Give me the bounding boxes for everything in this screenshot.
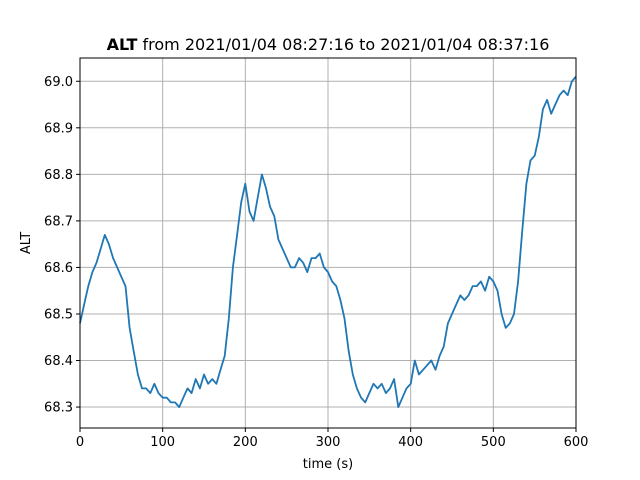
x-axis-label: time (s): [303, 457, 353, 472]
axis-ticks: 0 100 200 300 400 500 600 68.3 68.4 68.5 68.6 68.7 6…: [44, 75, 588, 450]
chart-title-bold: ALT: [107, 35, 138, 54]
y-tick-label: 68.3: [44, 401, 73, 416]
x-tick-label: 400: [398, 435, 423, 450]
y-tick-label: 68.8: [44, 168, 73, 183]
chart-title-rest: from 2021/01/04 08:27:16 to 2021/01/04 0…: [137, 35, 549, 54]
y-tick-label: 68.6: [44, 261, 73, 276]
x-tick-label: 600: [564, 435, 589, 450]
x-tick-label: 200: [233, 435, 258, 450]
y-tick-label: 68.9: [44, 121, 73, 136]
chart-title: ALT from 2021/01/04 08:27:16 to 2021/01/…: [107, 35, 550, 54]
x-tick-label: 500: [481, 435, 506, 450]
y-axis-label: ALT: [19, 232, 34, 254]
y-tick-label: 68.4: [44, 354, 73, 369]
x-tick-label: 300: [316, 435, 341, 450]
y-tick-label: 68.5: [44, 307, 73, 322]
y-tick-label: 69.0: [44, 75, 73, 90]
x-tick-label: 100: [150, 435, 175, 450]
alt-series-line: [79, 76, 577, 409]
grid: [79, 58, 577, 428]
axes-frame: [79, 57, 577, 429]
y-tick-label: 68.7: [44, 214, 73, 229]
x-tick-label: 0: [76, 435, 84, 450]
plot-area: [79, 76, 577, 409]
